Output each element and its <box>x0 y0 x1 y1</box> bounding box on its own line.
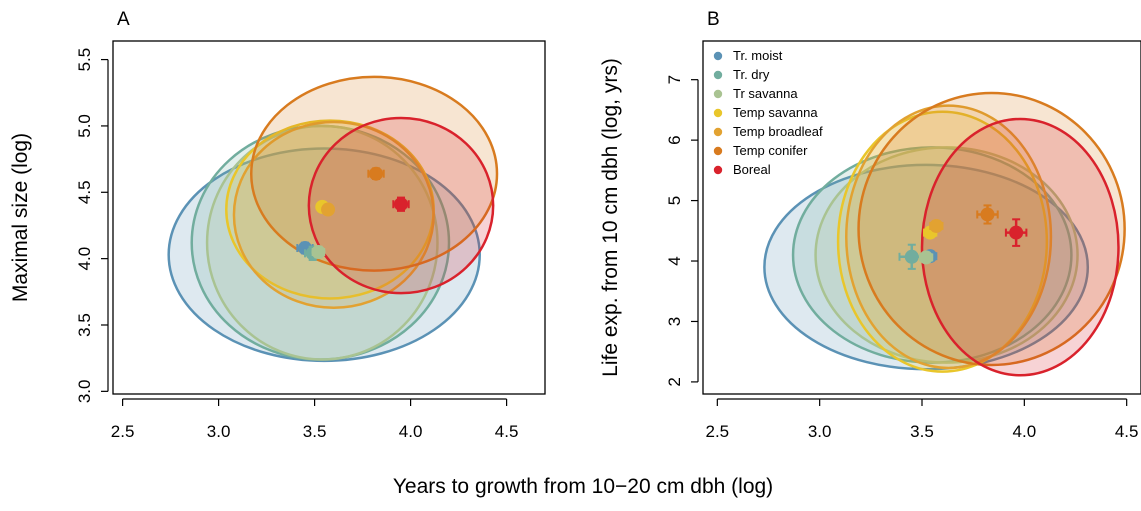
legend-label-tr-dry: Tr. dry <box>733 67 770 82</box>
x-tick-label-b-4: 4.5 <box>1115 422 1139 441</box>
legend-marker-temp-conifer <box>713 146 723 156</box>
legend-marker-temp-broadleaf <box>713 127 723 137</box>
legend-marker-tr-dry <box>713 70 723 80</box>
legend-marker-tr-savanna <box>713 89 723 99</box>
point-temp-conifer-a <box>369 166 384 181</box>
y-tick-label-b-4: 6 <box>665 135 684 144</box>
y-tick-label-b-1: 3 <box>665 317 684 326</box>
x-tick-label-b-1: 3.0 <box>808 422 832 441</box>
point-boreal-a <box>394 197 408 212</box>
y-tick-label-a-5: 5.5 <box>75 48 94 72</box>
x-tick-label-b-2: 3.5 <box>910 422 934 441</box>
y-tick-label-b-5: 7 <box>665 75 684 84</box>
y-tick-label-b-0: 2 <box>665 377 684 386</box>
ellipse-temp-savanna-b <box>836 110 1049 373</box>
y-tick-label-b-2: 4 <box>665 256 684 265</box>
x-tick-label-a-2: 3.5 <box>303 422 327 441</box>
legend-b: Tr. moist Tr. dry Tr savanna Temp savanna Te… <box>713 48 823 177</box>
point-tr-savanna-b <box>919 250 934 265</box>
legend-marker-boreal <box>713 165 723 175</box>
point-boreal-b <box>1009 225 1024 240</box>
x-tick-label-a-0: 2.5 <box>111 422 135 441</box>
panel-a: 2.5 3.0 3.5 4.0 4.5 3.0 3.5 4.0 4.5 5.0 5.5 Maximal… <box>9 40 546 441</box>
panel-label-a: A <box>117 9 130 30</box>
legend-label-temp-conifer: Temp conifer <box>733 143 808 158</box>
legend-marker-tr-moist <box>713 51 723 61</box>
ellipse-temp-conifer-b <box>857 91 1126 367</box>
point-temp-broadleaf-a <box>321 202 336 217</box>
ellipse-boreal-b <box>920 117 1120 377</box>
point-temp-broadleaf-b <box>929 218 944 233</box>
panel-label-b: B <box>707 9 720 30</box>
y-tick-label-b-3: 5 <box>665 196 684 205</box>
plot-frame-b <box>702 40 1141 395</box>
ellipse-temp-broadleaf-b <box>845 104 1053 370</box>
point-tr-dry-b <box>904 249 919 264</box>
ellipse-layer-a <box>167 75 499 363</box>
ellipse-layer-b <box>763 91 1126 377</box>
shared-x-axis-label: Years to growth from 10−20 cm dbh (log) <box>393 475 773 498</box>
point-temp-conifer-b <box>980 207 995 222</box>
legend-label-temp-broadleaf: Temp broadleaf <box>733 124 823 139</box>
y-tick-label-a-1: 3.5 <box>75 313 94 337</box>
point-tr-savanna-a <box>311 245 326 260</box>
y-axis-label-b: Life exp. from 10 cm dbh (log, yrs) <box>599 58 622 377</box>
legend-label-boreal: Boreal <box>733 162 771 177</box>
legend-label-temp-savanna: Temp savanna <box>733 105 818 120</box>
x-tick-label-a-4: 4.5 <box>495 422 519 441</box>
ellipse-tr-savanna-a <box>205 124 439 361</box>
y-axis-label-a: Maximal size (log) <box>9 133 32 302</box>
x-tick-label-b-3: 4.0 <box>1013 422 1037 441</box>
y-tick-label-a-0: 3.0 <box>75 380 94 404</box>
legend-label-tr-moist: Tr. moist <box>733 48 783 63</box>
legend-label-tr-savanna: Tr savanna <box>733 86 798 101</box>
ellipse-temp-broadleaf-a <box>232 120 435 309</box>
x-tick-label-b-0: 2.5 <box>706 422 730 441</box>
y-tick-label-a-2: 4.0 <box>75 247 94 271</box>
ellipse-tr-savanna-b <box>814 146 1079 364</box>
x-tick-label-a-3: 4.0 <box>399 422 423 441</box>
panel-b: 2.5 3.0 3.5 4.0 4.5 2 3 4 5 6 7 Life exp. from 10 c… <box>599 40 1141 441</box>
plot-frame-a <box>112 40 546 395</box>
legend-marker-temp-savanna <box>713 108 723 118</box>
x-tick-label-a-1: 3.0 <box>207 422 231 441</box>
y-tick-label-a-4: 5.0 <box>75 114 94 138</box>
y-tick-label-a-3: 4.5 <box>75 180 94 204</box>
